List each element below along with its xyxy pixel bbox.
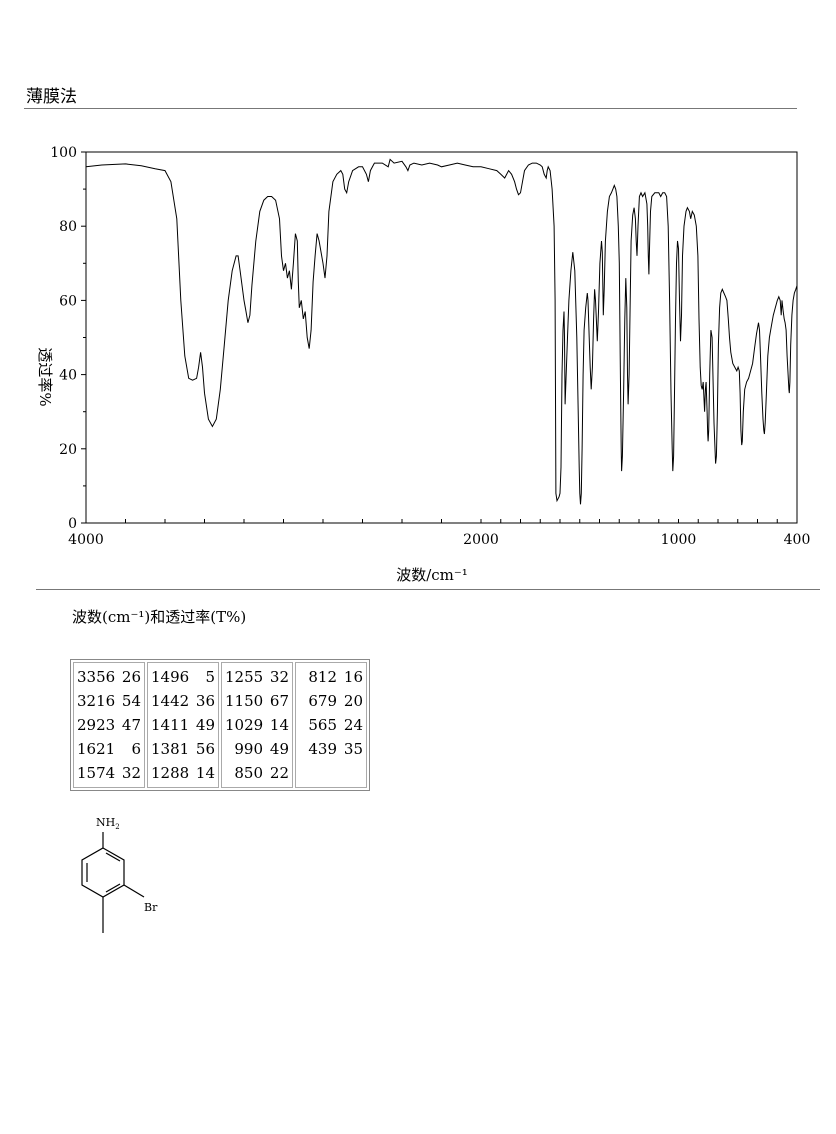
middle-divider (36, 589, 820, 590)
peak-wavenumber: 1029 (225, 716, 264, 734)
peak-wavenumber: 565 (308, 716, 337, 734)
x-tick-label: 1000 (661, 532, 697, 548)
benzene-ring (81, 832, 145, 933)
peak-entry: 1150 67 (225, 689, 289, 713)
top-divider (24, 108, 797, 109)
peak-transmittance: 67 (269, 692, 289, 710)
peak-entry: 1411 49 (151, 713, 215, 737)
table-caption: 波数(cm⁻¹)和透过率(T%) (72, 608, 247, 626)
x-axis-label: 波数/cm⁻¹ (396, 566, 468, 584)
peak-transmittance: 36 (195, 692, 215, 710)
peak-column: 3356 26 3216 54 2923 47 1621 6 1574 32 (73, 662, 145, 788)
peak-transmittance: 54 (121, 692, 141, 710)
x-tick-label: 2000 (463, 532, 499, 548)
peak-wavenumber: 1150 (225, 692, 264, 710)
peak-wavenumber: 3356 (77, 668, 116, 686)
peak-column: 1255 32 1150 67 1029 14 990 49 850 22 (221, 662, 293, 788)
peak-entry: 812 16 (299, 665, 363, 689)
peak-transmittance: 47 (121, 716, 141, 734)
y-tick-label: 0 (68, 516, 77, 532)
peak-transmittance: 49 (269, 740, 289, 758)
peak-wavenumber: 1381 (151, 740, 190, 758)
peak-column: 812 16 679 20 565 24 439 35 (295, 662, 367, 788)
peak-entry: 2923 47 (77, 713, 141, 737)
peak-wavenumber: 2923 (77, 716, 116, 734)
peak-transmittance: 56 (195, 740, 215, 758)
peak-table: 3356 26 3216 54 2923 47 1621 6 1574 32 1496 5 1442 36… (70, 659, 370, 791)
nh2-label: NH2 (96, 816, 120, 831)
y-tick-label: 20 (59, 442, 77, 458)
peak-transmittance: 32 (121, 764, 141, 782)
peak-transmittance: 35 (343, 740, 363, 758)
peak-entry: 990 49 (225, 737, 289, 761)
peak-entry: 439 35 (299, 737, 363, 761)
peak-entry: 1029 14 (225, 713, 289, 737)
peak-wavenumber: 1442 (151, 692, 190, 710)
peak-wavenumber: 1574 (77, 764, 116, 782)
nh2-text: NH (96, 816, 115, 829)
peak-transmittance: 49 (195, 716, 215, 734)
peak-wavenumber: 990 (234, 740, 263, 758)
peak-transmittance: 6 (131, 740, 141, 758)
peak-entry: 1288 14 (151, 761, 215, 785)
peak-wavenumber: 812 (308, 668, 337, 686)
peak-wavenumber: 3216 (77, 692, 116, 710)
peak-transmittance: 24 (343, 716, 363, 734)
peak-wavenumber: 679 (308, 692, 337, 710)
peak-entry: 1442 36 (151, 689, 215, 713)
y-axis-label: 透过率% (36, 347, 54, 406)
y-axis-title: 透过率% (36, 347, 54, 406)
peak-wavenumber: 439 (308, 740, 337, 758)
peak-transmittance: 20 (343, 692, 363, 710)
ir-spectrum-chart: 0 20 40 60 80 100 4000 2000 1000 400 透过率% 波数/cm⁻… (36, 145, 810, 584)
y-tick-label: 80 (59, 219, 77, 235)
peak-transmittance: 32 (269, 668, 289, 686)
peak-entry: 1496 5 (151, 665, 215, 689)
peak-entry: 1255 32 (225, 665, 289, 689)
molecule-structure: NH2 Br (81, 816, 158, 933)
peak-transmittance: 22 (269, 764, 289, 782)
peak-entry: 565 24 (299, 713, 363, 737)
peak-entry: 1574 32 (77, 761, 141, 785)
x-tick-label: 400 (784, 532, 811, 548)
transmittance-curve (85, 158, 798, 505)
peak-entry: 850 22 (225, 761, 289, 785)
y-tick-label: 100 (50, 145, 77, 161)
peak-entry: 1381 56 (151, 737, 215, 761)
br-label: Br (144, 901, 158, 914)
peak-transmittance: 16 (343, 668, 363, 686)
peak-transmittance: 26 (121, 668, 141, 686)
peak-wavenumber: 1288 (151, 764, 190, 782)
peak-entry: 3216 54 (77, 689, 141, 713)
sampling-method: 薄膜法 (26, 87, 77, 107)
peak-table-row: 3356 26 3216 54 2923 47 1621 6 1574 32 1496 5 1442 36… (73, 662, 367, 788)
peak-wavenumber: 1496 (151, 668, 190, 686)
peak-wavenumber: 1411 (151, 716, 190, 734)
y-tick-label: 40 (59, 368, 77, 384)
peak-transmittance: 14 (269, 716, 289, 734)
y-tick-label: 60 (59, 293, 77, 309)
peak-entry: 1621 6 (77, 737, 141, 761)
peak-entry: 679 20 (299, 689, 363, 713)
peak-wavenumber: 1255 (225, 668, 264, 686)
plot-frame (85, 151, 798, 524)
x-axis-ticks: 4000 2000 1000 400 (68, 519, 810, 548)
x-tick-label: 4000 (68, 532, 104, 548)
peak-transmittance: 14 (195, 764, 215, 782)
peak-column: 1496 5 1442 36 1411 49 1381 56 1288 14 (147, 662, 219, 788)
y-axis-ticks: 0 20 40 60 80 100 (50, 145, 86, 532)
peak-transmittance: 5 (205, 668, 215, 686)
peak-entry: 3356 26 (77, 665, 141, 689)
peak-wavenumber: 850 (234, 764, 263, 782)
peak-wavenumber: 1621 (77, 740, 116, 758)
nh2-subscript: 2 (115, 823, 119, 831)
